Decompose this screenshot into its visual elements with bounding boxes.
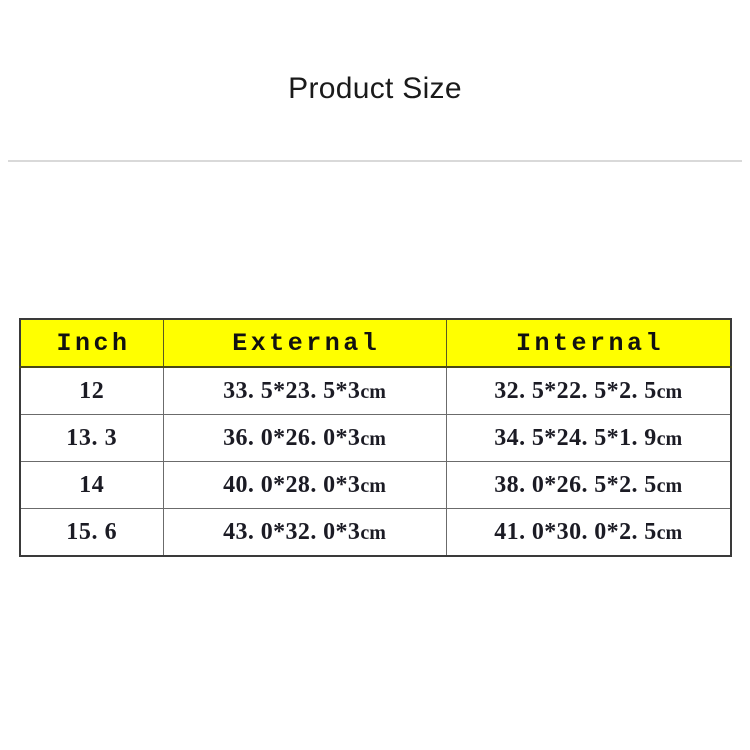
cell-external-unit: cm bbox=[360, 521, 386, 544]
cell-internal-value: 41. 0*30. 0*2. 5 bbox=[494, 518, 657, 545]
cell-internal-unit: cm bbox=[656, 521, 683, 544]
table-header-row: Inch External Internal bbox=[19, 318, 732, 368]
table-body: 12 33. 5*23. 5*3cm 32. 5*22. 5*2. 5cm 13… bbox=[19, 366, 732, 557]
column-header-external: External bbox=[162, 318, 447, 368]
cell-external: 33. 5*23. 5*3cm bbox=[162, 366, 447, 415]
cell-external-unit: cm bbox=[360, 427, 386, 450]
cell-external-value: 36. 0*26. 0*3 bbox=[223, 424, 361, 451]
cell-internal: 41. 0*30. 0*2. 5cm bbox=[445, 508, 732, 557]
page-title-container: Product Size bbox=[0, 71, 750, 107]
cell-inch: 13. 3 bbox=[19, 414, 164, 462]
cell-external-unit: cm bbox=[360, 380, 386, 403]
cell-external-value: 33. 5*23. 5*3 bbox=[223, 377, 361, 404]
cell-external: 40. 0*28. 0*3cm bbox=[162, 461, 447, 509]
product-size-table: Inch External Internal 12 33. 5*23. 5*3c… bbox=[19, 318, 732, 557]
cell-internal-value: 34. 5*24. 5*1. 9 bbox=[494, 424, 657, 451]
cell-internal: 32. 5*22. 5*2. 5cm bbox=[445, 366, 732, 415]
table-row: 12 33. 5*23. 5*3cm 32. 5*22. 5*2. 5cm bbox=[19, 366, 732, 415]
table-row: 13. 3 36. 0*26. 0*3cm 34. 5*24. 5*1. 9cm bbox=[19, 414, 732, 462]
cell-internal-unit: cm bbox=[656, 380, 683, 403]
cell-internal-value: 38. 0*26. 5*2. 5 bbox=[494, 471, 657, 498]
cell-internal-unit: cm bbox=[656, 474, 683, 497]
cell-external-value: 43. 0*32. 0*3 bbox=[223, 518, 361, 545]
cell-inch: 12 bbox=[19, 366, 164, 415]
cell-external: 36. 0*26. 0*3cm bbox=[162, 414, 447, 462]
column-header-internal: Internal bbox=[445, 318, 732, 368]
table-row: 15. 6 43. 0*32. 0*3cm 41. 0*30. 0*2. 5cm bbox=[19, 508, 732, 557]
cell-internal-value: 32. 5*22. 5*2. 5 bbox=[494, 377, 657, 404]
cell-external-unit: cm bbox=[360, 474, 386, 497]
cell-inch: 15. 6 bbox=[19, 508, 164, 557]
cell-internal: 34. 5*24. 5*1. 9cm bbox=[445, 414, 732, 462]
cell-external-value: 40. 0*28. 0*3 bbox=[223, 471, 361, 498]
cell-external: 43. 0*32. 0*3cm bbox=[162, 508, 447, 557]
header-divider bbox=[8, 160, 742, 162]
page-title: Product Size bbox=[288, 72, 462, 105]
column-header-inch: Inch bbox=[19, 318, 164, 368]
product-size-table-container: Inch External Internal 12 33. 5*23. 5*3c… bbox=[19, 318, 732, 557]
table-header: Inch External Internal bbox=[19, 318, 732, 368]
table-row: 14 40. 0*28. 0*3cm 38. 0*26. 5*2. 5cm bbox=[19, 461, 732, 509]
cell-internal-unit: cm bbox=[656, 427, 683, 450]
cell-internal: 38. 0*26. 5*2. 5cm bbox=[445, 461, 732, 509]
cell-inch: 14 bbox=[19, 461, 164, 509]
